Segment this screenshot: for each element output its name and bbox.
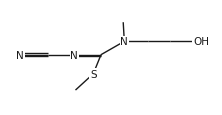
Text: N: N <box>16 50 24 60</box>
Text: N: N <box>71 50 78 60</box>
Text: S: S <box>90 69 97 79</box>
Text: OH: OH <box>193 37 209 47</box>
Text: N: N <box>121 37 128 47</box>
